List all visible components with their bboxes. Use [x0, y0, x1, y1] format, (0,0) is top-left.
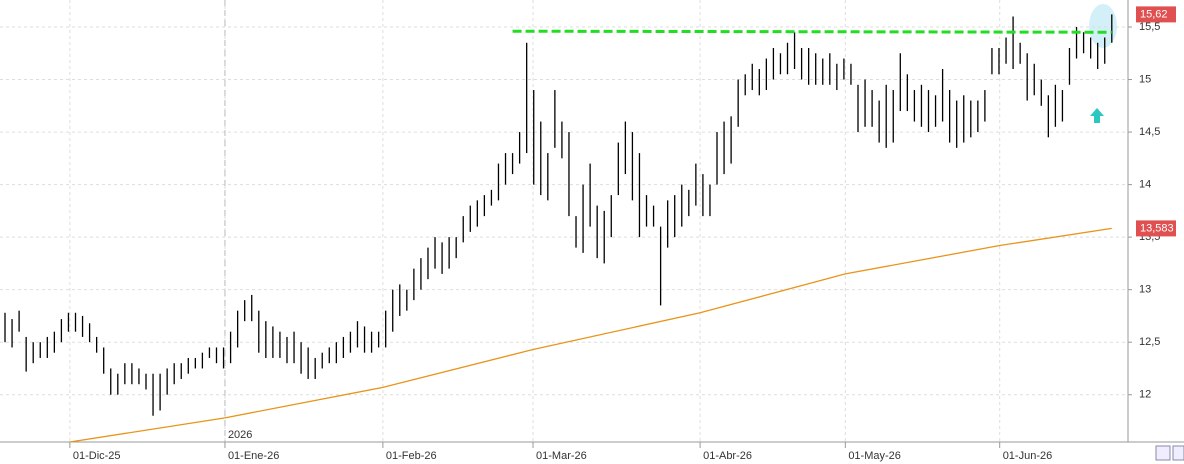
year-label: 2026	[228, 429, 252, 441]
highlight	[1089, 4, 1117, 48]
menu-button[interactable]	[1172, 445, 1184, 461]
moving-average-line	[69, 227, 1112, 443]
y-tick-label: 15,5	[1139, 21, 1160, 33]
price-label-box	[1136, 6, 1176, 23]
x-tick-label: 01-Jun-26	[1003, 450, 1053, 462]
y-tick-label: 15	[1139, 73, 1151, 85]
x-tick-label: 01-Mar-26	[536, 450, 587, 462]
plot-area	[0, 0, 1128, 442]
y-tick-label: 12,5	[1139, 336, 1160, 348]
price-label-box	[1136, 220, 1176, 237]
price-label: 13,583	[1140, 222, 1174, 234]
up-arrow	[1090, 108, 1104, 123]
x-tick-label: 01-Feb-26	[386, 450, 437, 462]
y-tick-label: 14,5	[1139, 126, 1160, 138]
resistance-line	[512, 29, 1112, 34]
y-tick-label: 13	[1139, 284, 1151, 296]
y-tick-label: 12	[1139, 389, 1151, 401]
x-tick-label: 01-Abr-26	[703, 450, 752, 462]
scroll-button[interactable]	[1155, 445, 1171, 461]
x-tick-label: 01-May-26	[848, 450, 901, 462]
price-label: 15,62	[1140, 8, 1168, 20]
x-tick-label: 01-Dic-25	[73, 450, 121, 462]
x-tick-label: 01-Ene-26	[228, 450, 279, 462]
y-tick-label: 14	[1139, 179, 1151, 191]
